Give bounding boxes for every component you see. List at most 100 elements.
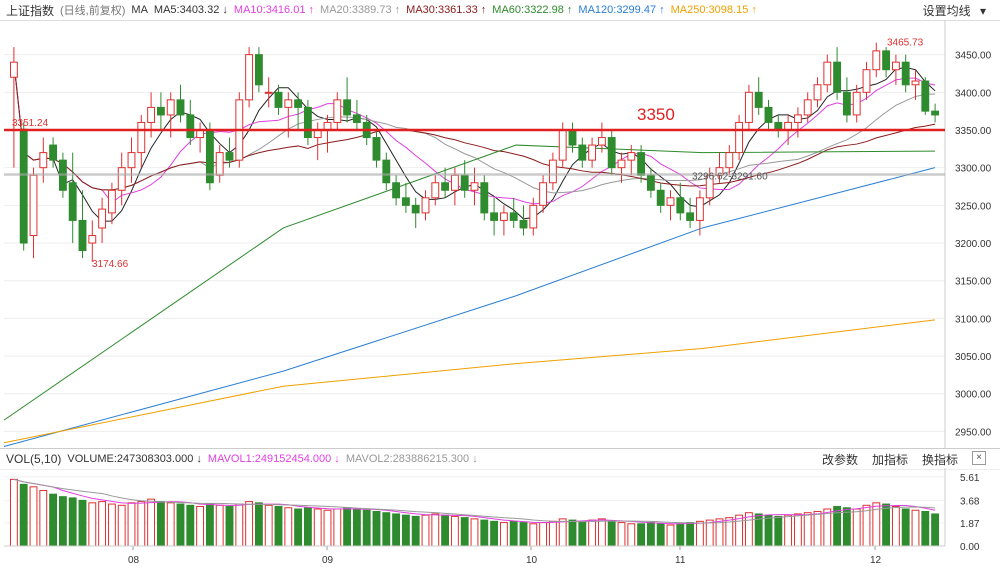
candle-body — [431, 182, 440, 199]
close-icon[interactable]: × — [972, 451, 986, 465]
volume-bar — [245, 501, 254, 547]
y-tick-label: 3200.00 — [955, 239, 992, 250]
candle-body — [931, 110, 940, 116]
y-tick-label: 3250.00 — [955, 201, 992, 212]
volume-bar — [225, 506, 234, 547]
candle-body — [862, 69, 871, 93]
volume-bar — [784, 514, 793, 547]
candle-body — [676, 197, 685, 214]
volume-bar — [509, 520, 518, 547]
volume-bar — [205, 503, 214, 547]
candle-body — [88, 234, 97, 244]
candle-body — [764, 106, 773, 123]
volume-bar — [235, 503, 244, 547]
candle-body — [460, 174, 469, 191]
candle-body — [607, 137, 616, 169]
candle-body — [813, 84, 822, 101]
volume-bar — [196, 506, 205, 547]
candle-body — [333, 99, 342, 123]
volume-bar — [78, 499, 87, 547]
change-params-button[interactable]: 改参数 — [821, 453, 858, 467]
candle-body — [901, 61, 910, 86]
candle-body — [872, 50, 881, 71]
volume-tick-label: 0.00 — [960, 542, 980, 553]
volume-bar — [911, 509, 920, 547]
add-indicator-button[interactable]: 加指标 — [871, 453, 908, 467]
volume-bar — [401, 514, 410, 547]
candle-body — [558, 129, 567, 161]
price-chart[interactable]: 3450.00 3400.00 3350.00 3300.00 3250.00 3200.… — [0, 20, 1000, 448]
ma-value-5: MA120:3299.47 ↑ — [578, 4, 665, 16]
candle-body — [637, 152, 646, 176]
volume-bar — [186, 504, 195, 547]
volume-bar — [9, 478, 18, 547]
annotation-low: 3174.66 — [92, 259, 129, 270]
ma-value-2: MA20:3389.73 ↑ — [320, 4, 401, 16]
volume-bar — [156, 501, 165, 547]
y-tick-label: 3350.00 — [955, 126, 992, 137]
candle-body — [490, 212, 499, 221]
annotation-range: 3296.62-3291.60 — [692, 172, 768, 183]
volume-value-2: MAVOL2:283886215.300 ↓ — [345, 453, 478, 465]
candle-body — [137, 121, 146, 154]
switch-indicator-button[interactable]: 换指标 — [921, 453, 958, 467]
candle-body — [401, 197, 410, 206]
candle-body — [725, 152, 734, 169]
volume-bar — [529, 523, 538, 547]
volume-bar — [98, 501, 107, 547]
volume-bar — [88, 502, 97, 547]
volume-bar — [333, 508, 342, 547]
volume-bar — [411, 515, 420, 547]
candle-body — [842, 91, 851, 116]
candle-body — [264, 91, 273, 94]
volume-bar — [607, 520, 616, 547]
ma60-line — [3, 144, 936, 421]
ma-value-1: MA10:3416.01 ↑ — [233, 4, 315, 16]
volume-bar — [490, 520, 499, 547]
x-tick-label: 08 — [128, 555, 140, 566]
ma-list: MA5:3403.32 ↓ MA10:3416.01 ↑ MA20:3389.73 … — [154, 4, 763, 16]
candle-body — [833, 61, 842, 93]
volume-label: VOL(5,10) — [6, 452, 62, 466]
y-tick-label: 3450.00 — [955, 51, 992, 62]
candle-body — [343, 99, 352, 116]
volume-bar — [695, 520, 704, 547]
volume-bar — [392, 513, 401, 547]
settings-ma-button[interactable]: 设置均线 ▾ — [922, 4, 986, 18]
candle-body — [411, 204, 420, 214]
ma120-line — [3, 167, 936, 447]
volume-bar — [499, 522, 508, 547]
volume-bar — [176, 503, 185, 547]
volume-bar — [637, 523, 646, 547]
volume-bar — [627, 523, 636, 547]
ma-label: MA — [131, 4, 148, 16]
candle-body — [470, 182, 479, 191]
volume-bar — [921, 510, 930, 547]
volume-bar — [901, 508, 910, 547]
volume-bar — [166, 502, 175, 547]
candle-body — [548, 159, 557, 184]
candle-body — [147, 106, 156, 123]
volume-bar — [617, 522, 626, 547]
x-tick-label: 11 — [675, 555, 686, 566]
volume-bar — [803, 512, 812, 547]
candle-body — [19, 128, 28, 244]
volume-bar — [548, 520, 557, 547]
candle-body — [49, 144, 58, 161]
candle-body — [127, 152, 136, 169]
volume-bar — [49, 493, 58, 547]
volume-bar — [813, 510, 822, 547]
volume-bar — [254, 502, 263, 547]
volume-bar — [578, 520, 587, 547]
ma-value-3: MA30:3361.33 ↑ — [406, 4, 487, 16]
volume-chart[interactable]: 5.61 3.68 1.87 0.00 08 09 10 11 12 — [0, 468, 1000, 568]
volume-bar — [441, 514, 450, 547]
volume-bar — [676, 523, 685, 547]
volume-values: VOLUME:247308303.000 ↓ MAVOL1:249152454.0… — [67, 453, 483, 465]
volume-bar — [147, 498, 156, 547]
candle-body — [284, 99, 293, 108]
volume-bar — [382, 512, 391, 547]
candle-body — [852, 91, 861, 116]
volume-bar — [460, 517, 469, 547]
volume-bar — [842, 507, 851, 547]
